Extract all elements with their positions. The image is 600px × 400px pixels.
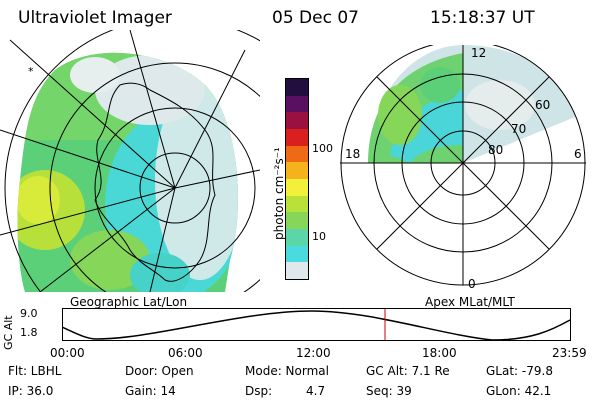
x-tick-1200: 12:00 — [296, 346, 331, 360]
status-dsp-value: 4.7 — [306, 384, 326, 398]
mlat-label-60: 60 — [535, 98, 550, 112]
mlat-label-80: 80 — [488, 143, 503, 157]
x-tick-0600: 06:00 — [168, 346, 203, 360]
mlat-label-70: 70 — [511, 122, 526, 136]
antarctica-coastline — [94, 82, 216, 282]
colorbar — [285, 78, 309, 280]
auroral-emission-image — [17, 52, 238, 292]
colorbar-segment — [286, 95, 308, 113]
colorbar-segment — [286, 162, 308, 179]
colorbar-segment — [286, 78, 308, 96]
status-mode: Mode: Normal — [245, 364, 329, 378]
altitude-curve — [62, 310, 571, 341]
status-glon: GLon: 42.1 — [486, 384, 552, 398]
status-dsp-label: Dsp: — [245, 384, 273, 398]
colorbar-segment — [286, 145, 308, 163]
mlt-label-12: 12 — [471, 46, 486, 60]
mlt-label-0: 0 — [468, 277, 476, 291]
colorbar-segment — [286, 245, 308, 263]
colorbar-tick-100: 100 — [312, 142, 333, 155]
apex-grid — [340, 45, 586, 286]
status-glat: GLat: -79.8 — [486, 364, 553, 378]
status-seq: Seq: 39 — [366, 384, 412, 398]
mlt-label-18: 18 — [345, 147, 360, 161]
apex-polar-panel: 12 18 6 0 60 70 80 — [340, 45, 586, 291]
x-tick-0000: 00:00 — [50, 346, 85, 360]
colorbar-segment — [286, 262, 308, 279]
x-tick-2359: 23:59 — [552, 346, 587, 360]
colorbar-unit-label: photon cm⁻²s⁻¹ — [272, 147, 286, 240]
apex-projection-label: Apex MLat/MLT — [425, 295, 515, 309]
colorbar-tick-10: 10 — [312, 230, 326, 243]
geographic-image-panel: * — [0, 30, 260, 292]
geographic-grid — [0, 30, 260, 292]
instrument-title: Ultraviolet Imager — [18, 8, 172, 28]
colorbar-segment — [286, 112, 308, 129]
gc-alt-tick-low: 1.8 — [20, 326, 38, 339]
gc-alt-axis-label: GC Alt — [2, 315, 15, 350]
corner-mark: * — [28, 65, 34, 78]
mlt-label-6: 6 — [574, 147, 582, 161]
header-date: 05 Dec 07 — [272, 8, 359, 28]
header-time: 15:18:37 UT — [430, 8, 535, 28]
status-ip: IP: 36.0 — [8, 384, 54, 398]
geographic-projection-label: Geographic Lat/Lon — [70, 295, 188, 309]
status-flt: Flt: LBHL — [8, 364, 62, 378]
colorbar-segment — [286, 128, 308, 146]
altitude-plot — [62, 308, 571, 341]
gc-alt-tick-high: 9.0 — [20, 307, 38, 320]
colorbar-segment — [286, 178, 308, 196]
x-tick-1800: 18:00 — [422, 346, 457, 360]
colorbar-segment — [286, 228, 308, 246]
colorbar-segment — [286, 195, 308, 213]
status-gain: Gain: 14 — [125, 384, 176, 398]
status-door: Door: Open — [125, 364, 194, 378]
colorbar-segment — [286, 212, 308, 229]
status-gc-alt: GC Alt: 7.1 Re — [366, 364, 450, 378]
